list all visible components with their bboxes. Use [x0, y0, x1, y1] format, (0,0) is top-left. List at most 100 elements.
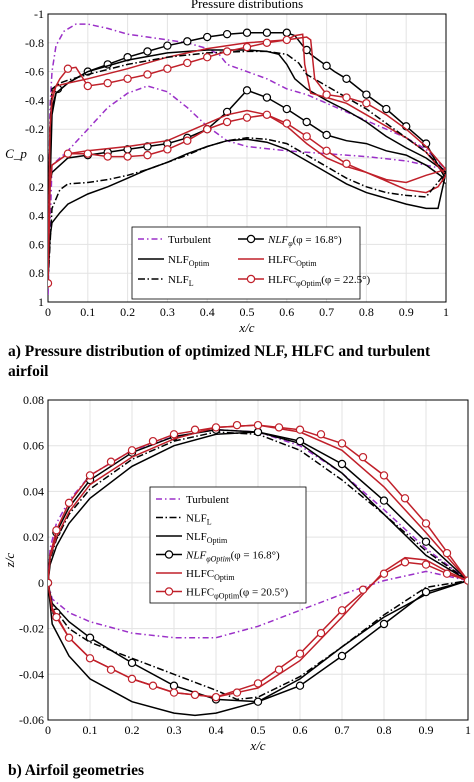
- legend-entry-turb: Turbulent: [168, 234, 211, 246]
- series-marker-hlfcphi: [64, 633, 74, 642]
- legend-entry-nlfl: NLFL: [186, 513, 212, 527]
- series-marker-nlfphi: [242, 86, 252, 95]
- series-marker-hlfcphi: [211, 423, 221, 432]
- legend-entry-name: HLFC: [186, 568, 214, 580]
- caption-a: a) Pressure distribution of optimized NL…: [8, 343, 431, 380]
- series-marker-hlfcphi: [169, 430, 179, 439]
- series-marker-hlfcphi: [232, 420, 242, 430]
- series-marker-nlfphi: [295, 436, 305, 446]
- legend-entry-nlfphi: NLFφ(φ = 16.8°): [267, 234, 342, 248]
- series-marker-hlfcphi: [400, 558, 410, 567]
- series-marker-nlfphi: [382, 104, 391, 114]
- series-marker-hlfcphi: [253, 679, 263, 688]
- series-marker-nlfphi: [295, 681, 305, 690]
- x-axis-label: x/c: [249, 738, 265, 753]
- x-tick-label: 0.1: [83, 723, 98, 737]
- legend-entry-suffix: (φ = 20.5°): [239, 587, 288, 599]
- y-tick-label: -0.02: [19, 622, 44, 636]
- legend-entry-nlfl: NLFL: [168, 274, 194, 288]
- legend-entry-name: HLFC: [268, 274, 296, 286]
- series-marker-hlfcphi: [183, 58, 192, 68]
- series-marker-nlfphi: [302, 117, 311, 127]
- series-marker-nlfphi: [322, 130, 331, 140]
- series-marker-nlfphi: [183, 37, 192, 46]
- series-marker-hlfcphi: [83, 81, 93, 91]
- series-marker-nlfphi: [421, 537, 431, 546]
- x-tick-label: 0.4: [200, 305, 215, 319]
- series-marker-hlfcphi: [103, 152, 112, 161]
- series-line-nlfopt-upper: [48, 49, 446, 281]
- series-marker-hlfcphi: [316, 628, 326, 638]
- legend-marker-nlfphi: [164, 550, 174, 559]
- x-tick-label: 0.7: [335, 723, 350, 737]
- series-marker-hlfcphi: [211, 692, 221, 702]
- series-line-nlfopt-lower: [48, 138, 446, 281]
- series-marker-hlfcphi: [274, 665, 284, 674]
- x-axis-label: x/c: [238, 320, 254, 335]
- legend-entry-subscript: L: [189, 279, 194, 288]
- series-marker-hlfcphi: [190, 690, 200, 700]
- series-marker-hlfcphi: [127, 446, 137, 455]
- y-tick-label: 0: [38, 576, 44, 590]
- legend-entry-nlfphi: NLFφOptim(φ = 16.8°): [185, 550, 280, 564]
- legend-entry-subscript: Optim: [214, 573, 235, 582]
- series-marker-hlfcphi: [148, 436, 158, 446]
- series-marker-nlfphi: [342, 74, 351, 84]
- series-marker-hlfcphi: [262, 110, 272, 120]
- x-tick-label: 0.3: [160, 305, 175, 319]
- series-marker-hlfcphi: [123, 152, 132, 161]
- series-marker-nlfphi: [163, 41, 172, 50]
- legend-marker-hlfcphi: [246, 274, 256, 284]
- series-marker-hlfcphi: [63, 149, 73, 158]
- series-marker-hlfcphi: [274, 423, 284, 432]
- series-marker-hlfcphi: [400, 494, 410, 503]
- plot-frame: [47, 13, 447, 303]
- series-marker-hlfcphi: [106, 665, 116, 674]
- legend-entry-name: NLF: [186, 513, 207, 525]
- series-marker-nlfphi: [322, 61, 331, 71]
- series-line-hlfcphi-upper: [48, 36, 446, 281]
- series-marker-hlfcphi: [342, 159, 351, 168]
- caption-b: b) Airfoil geometries: [8, 762, 145, 779]
- series-group: [48, 23, 446, 295]
- legend-entry-name: Turbulent: [186, 494, 229, 506]
- y-tick-label: -0.8: [25, 36, 44, 50]
- series-marker-hlfcphi: [316, 430, 326, 439]
- series-marker-nlfphi: [202, 32, 212, 42]
- series-marker-nlfphi: [262, 28, 272, 37]
- series-marker-hlfcphi: [262, 38, 272, 48]
- series-line-hlfcopt-upper: [48, 33, 446, 281]
- legend-marker-hlfcphi: [164, 587, 174, 596]
- series-marker-hlfcphi: [202, 124, 212, 134]
- x-tick-label: 0.4: [209, 723, 224, 737]
- pressure-distribution-chart: Pressure distributions 0 0.1 0.2 0.3 0.4 0.5 0.…: [0, 0, 474, 340]
- chart-title: Pressure distributions: [191, 0, 303, 11]
- series-marker-hlfcphi: [362, 99, 371, 108]
- legend-entry-subscript: φOptim: [214, 592, 240, 601]
- series-marker-hlfcphi: [337, 606, 347, 615]
- y-tick-label: -1: [34, 7, 44, 21]
- series-marker-hlfcphi: [52, 526, 61, 535]
- y-tick-label: 0.02: [23, 530, 44, 544]
- legend-entry-name: NLF: [185, 550, 206, 562]
- legend-entry-hlfcopt: HLFCOptim: [186, 568, 235, 582]
- x-tick-label: 0.5: [251, 723, 266, 737]
- y-tick-label: 1: [38, 295, 44, 309]
- x-tick-label: 1: [465, 723, 471, 737]
- series-marker-hlfcphi: [143, 70, 152, 79]
- x-tick-label: 1: [443, 305, 449, 319]
- y-tick-label: 0.06: [23, 439, 44, 453]
- series-marker-hlfcphi: [52, 612, 61, 622]
- y-tick-label: 0.2: [29, 180, 44, 194]
- y-tick-label: -0.2: [25, 122, 44, 136]
- series-line-nlfphi-lower: [48, 89, 446, 195]
- x-tick-label: 0.6: [279, 305, 294, 319]
- series-line-turb-lower: [48, 85, 446, 295]
- series-marker-hlfcphi: [148, 681, 158, 690]
- y-tick-label: -0.04: [19, 667, 44, 681]
- series-marker-hlfcphi: [442, 569, 452, 578]
- series-marker-hlfcphi: [295, 649, 305, 658]
- x-tick-label: 0.5: [240, 305, 255, 319]
- series-marker-hlfcphi: [322, 146, 331, 155]
- x-tick-label: 0: [45, 723, 51, 737]
